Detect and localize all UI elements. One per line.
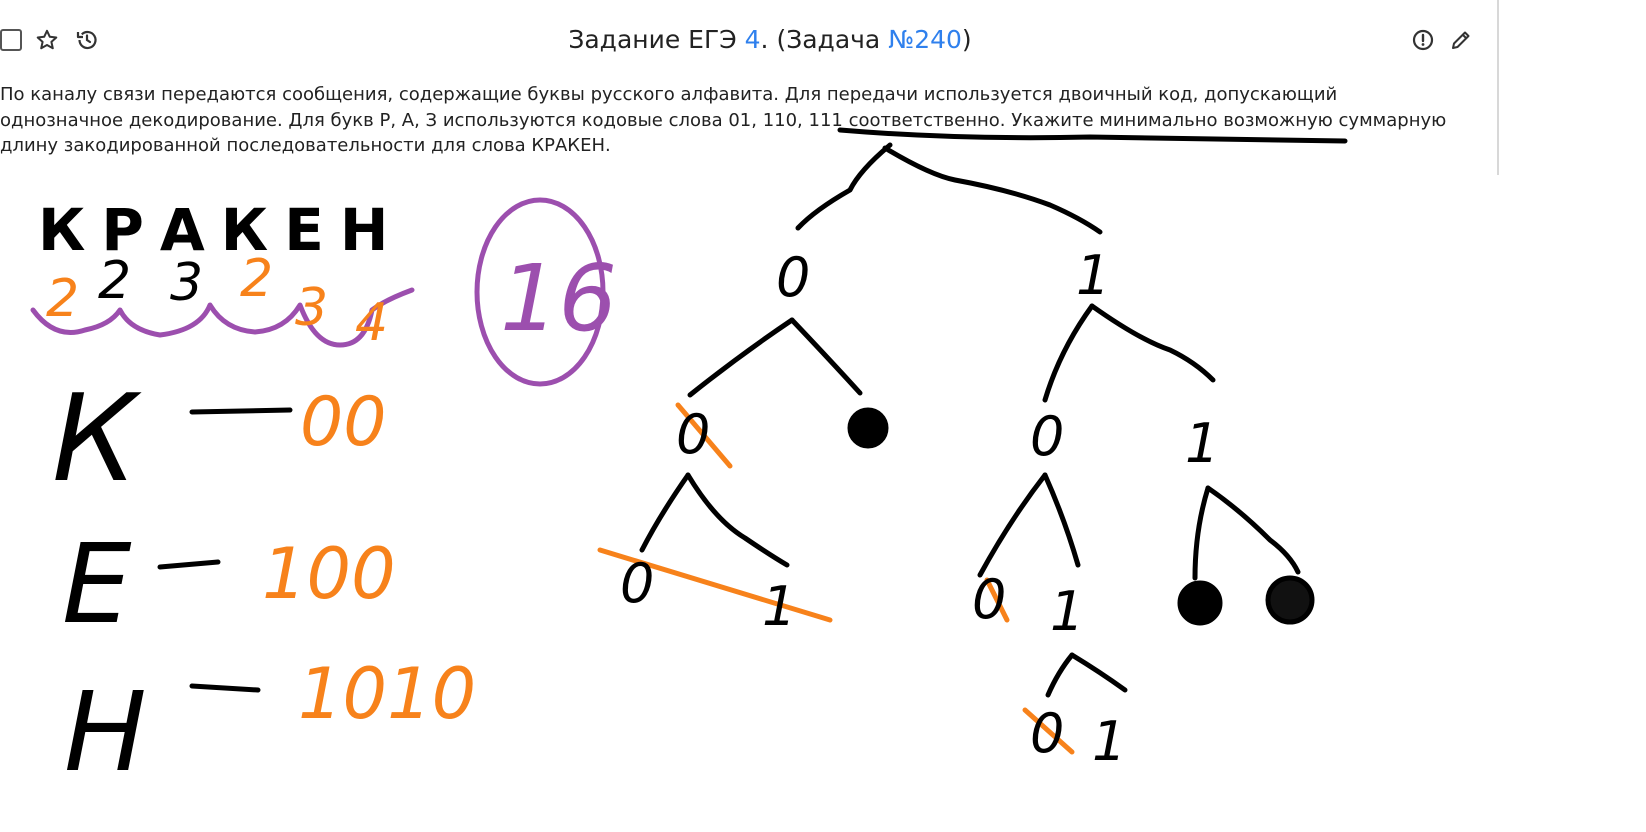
- edit-icon[interactable]: [1446, 25, 1476, 55]
- strike-l4-a: [1025, 710, 1072, 752]
- title-middle: . (Задача: [761, 25, 889, 54]
- page-title: Задание ЕГЭ 4. (Задача №240): [0, 22, 1540, 58]
- task-number-link[interactable]: 4: [745, 25, 761, 54]
- task-statement: По каналу связи передаются сообщения, со…: [0, 82, 1450, 159]
- tree-branches: [642, 145, 1312, 695]
- len-3: 3: [170, 253, 203, 313]
- tree-l2-3: 1: [1185, 412, 1219, 475]
- code-value-e: 100: [262, 533, 396, 615]
- toolbar-right: [1408, 22, 1476, 58]
- grouping-bracket: [33, 290, 412, 345]
- n-dash: [192, 686, 258, 690]
- tree-l3-0: 0: [620, 552, 654, 615]
- code-letter-e: Е: [62, 520, 132, 648]
- tree-root-left: 0: [776, 246, 810, 309]
- total-length: 16: [500, 245, 617, 352]
- code-value-n: 1010: [298, 653, 476, 735]
- len-6: 4: [355, 293, 388, 353]
- tree-l3-2: 0: [972, 568, 1006, 631]
- content-border: [1497, 0, 1499, 175]
- strike-l2-left: [678, 405, 730, 466]
- tree-root-right: 1: [1076, 244, 1110, 307]
- tree-l3-1: 1: [762, 575, 796, 638]
- word-kraken: КРАКЕН: [38, 196, 404, 264]
- report-icon[interactable]: [1408, 25, 1438, 55]
- k-dash: [192, 410, 290, 412]
- total-circle: [477, 200, 603, 384]
- e-dash: [160, 562, 218, 567]
- strike-l3-a: [600, 550, 830, 620]
- len-1: 2: [46, 269, 79, 329]
- len-4: 2: [240, 249, 273, 309]
- title-prefix: Задание ЕГЭ: [568, 25, 744, 54]
- tree-l3-3: 1: [1050, 580, 1084, 643]
- code-letter-n: Н: [64, 668, 147, 796]
- code-value-k: 00: [300, 383, 387, 462]
- tree-l4-0: 0: [1030, 702, 1064, 765]
- strike-l3-c: [987, 580, 1007, 620]
- problem-number-link[interactable]: №240: [888, 25, 962, 54]
- code-letter-k: К: [52, 370, 142, 509]
- len-5: 3: [295, 278, 328, 338]
- tree-l2-0: 0: [676, 403, 710, 466]
- tree-l4-1: 1: [1092, 710, 1126, 773]
- tree-l2-2: 0: [1030, 405, 1064, 468]
- title-suffix: ): [962, 25, 972, 54]
- len-2: 2: [98, 251, 131, 311]
